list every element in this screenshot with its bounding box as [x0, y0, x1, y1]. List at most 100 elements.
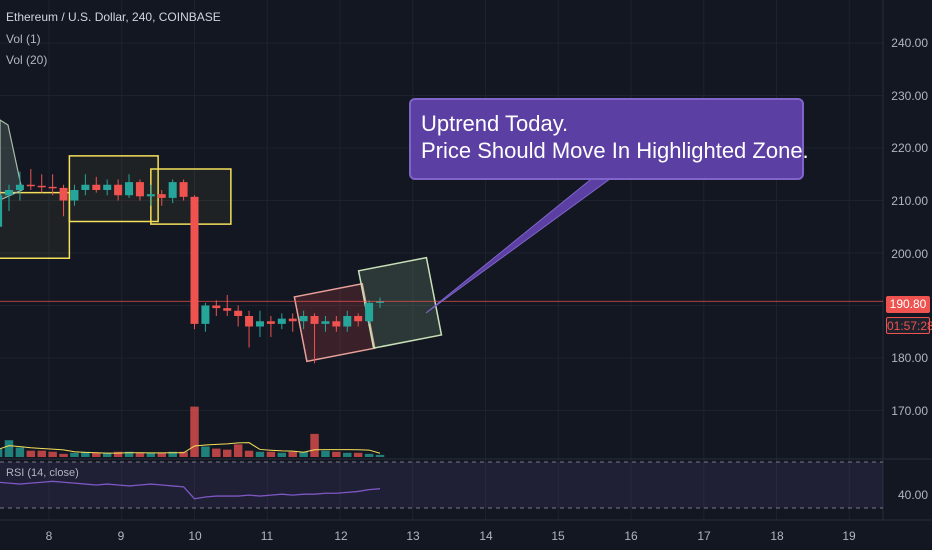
- price-tick: 220.00: [891, 141, 928, 155]
- volume-bar: [233, 444, 243, 457]
- volume-bar: [124, 451, 134, 457]
- price-tick: 200.00: [891, 247, 928, 261]
- volume-bar: [277, 452, 287, 457]
- time-tick: 10: [188, 529, 202, 543]
- volume-bar: [255, 451, 265, 457]
- volume-bar: [59, 453, 68, 457]
- volume-bar: [321, 450, 330, 457]
- candle-body: [365, 302, 374, 322]
- time-tick: 14: [479, 529, 493, 543]
- volume-bar: [353, 452, 363, 457]
- volume-bars: [0, 406, 385, 457]
- candle-body: [103, 184, 112, 190]
- volume-bar: [4, 440, 14, 457]
- callout-line-1: Uptrend Today.: [421, 111, 569, 136]
- analysis-callout[interactable]: Uptrend Today. Price Should Move In High…: [409, 98, 809, 180]
- volume-bar: [26, 450, 36, 457]
- candle-body: [343, 316, 352, 327]
- candle-body: [114, 184, 123, 196]
- volume-bar: [288, 451, 297, 457]
- volume-bar: [113, 451, 123, 457]
- candle-body: [15, 184, 24, 190]
- candle-body: [255, 321, 264, 327]
- candle-body: [223, 308, 232, 311]
- candle-body: [37, 185, 46, 188]
- candle-body: [92, 184, 101, 190]
- volume-bar: [212, 448, 221, 457]
- time-tick: 15: [551, 529, 565, 543]
- countdown-tag: 01:57:28: [886, 317, 932, 334]
- indicator-vol20[interactable]: Vol (20): [6, 53, 48, 67]
- time-tick: 17: [697, 529, 711, 543]
- price-tick: 170.00: [891, 404, 928, 418]
- time-tick: 12: [334, 529, 348, 543]
- candle-body: [135, 182, 144, 197]
- volume-bar: [190, 406, 199, 457]
- time-tick: 16: [624, 529, 638, 543]
- candle-body: [26, 184, 35, 187]
- candle-body: [157, 194, 166, 198]
- highlight-zones: [0, 119, 443, 363]
- chart-title[interactable]: Ethereum / U.S. Dollar, 240, COINBASE: [6, 10, 221, 24]
- time-tick: 11: [260, 529, 274, 543]
- candle-body: [376, 301, 385, 303]
- volume-bar: [201, 446, 210, 457]
- time-tick: 13: [406, 529, 420, 543]
- highlight-zone-yellow: [0, 191, 71, 259]
- candle-body: [0, 195, 3, 227]
- candle-body: [179, 182, 188, 197]
- volume-bar: [332, 451, 341, 457]
- candle-body: [332, 321, 341, 327]
- indicator-vol1[interactable]: Vol (1): [6, 32, 41, 46]
- volume-bar: [37, 450, 46, 457]
- volume-bar: [157, 452, 167, 457]
- chart-grid: [0, 0, 932, 521]
- candle-body: [125, 182, 134, 196]
- volume-bar: [375, 454, 385, 457]
- price-candles: [0, 169, 385, 364]
- volume-bar: [179, 451, 188, 457]
- volume-bar: [146, 452, 156, 457]
- candle-body: [266, 321, 275, 324]
- price-tick: 240.00: [891, 36, 928, 50]
- candle-body: [81, 184, 90, 190]
- callout-pointer: [425, 175, 616, 314]
- candle-body: [310, 316, 319, 324]
- price-tick: 180.00: [891, 351, 928, 365]
- candle-body: [168, 182, 177, 198]
- candle-body: [354, 316, 363, 322]
- rsi-pane: [0, 461, 883, 509]
- volume-ma-line: [0, 442, 381, 454]
- volume-bar: [244, 450, 254, 457]
- time-tick: 9: [117, 529, 125, 543]
- current-price-tag: 190.80: [886, 296, 930, 313]
- volume-bar: [70, 452, 79, 457]
- volume-bar: [92, 452, 101, 457]
- volume-bar: [299, 451, 308, 457]
- candle-body: [321, 321, 330, 324]
- volume-bar: [135, 452, 145, 457]
- candle-body: [146, 194, 155, 197]
- volume-bar: [343, 452, 352, 457]
- volume-bar: [266, 451, 276, 457]
- price-tick: 230.00: [891, 89, 928, 103]
- candle-body: [201, 305, 210, 324]
- candle-body: [299, 316, 308, 322]
- candle-body: [277, 318, 286, 324]
- candle-body: [212, 305, 221, 309]
- volume-bar: [15, 447, 25, 457]
- rsi-legend[interactable]: RSI (14, close): [6, 467, 79, 479]
- candle-body: [59, 187, 68, 201]
- time-tick: 18: [770, 529, 784, 543]
- candle-body: [190, 196, 199, 324]
- candle-body: [48, 186, 57, 189]
- callout-line-2: Price Should Move In Highlighted Zone.: [421, 138, 809, 163]
- candle-body: [245, 316, 254, 327]
- volume-bar: [102, 452, 112, 457]
- volume-bar: [310, 433, 319, 457]
- volume-bar: [81, 451, 90, 457]
- rsi-line: [0, 480, 381, 500]
- price-tick: 210.00: [891, 194, 928, 208]
- volume-bar: [364, 453, 374, 457]
